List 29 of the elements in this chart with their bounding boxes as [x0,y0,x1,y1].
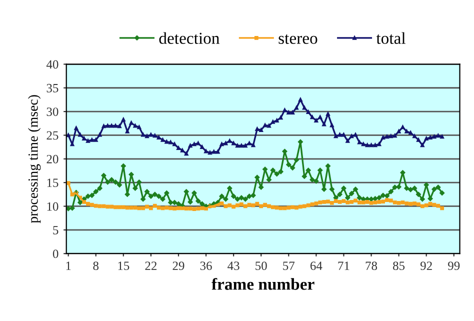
x-tick-label: 71 [338,262,350,270]
y-tick-label: 35 [46,84,58,92]
x-tick-label: 29 [172,262,184,270]
legend-label: stereo [278,34,318,44]
y-tick-label: 25 [46,131,58,140]
y-tick-label: 0 [52,250,58,258]
x-tick-label: 22 [145,262,157,270]
x-tick-label: 57 [283,262,295,270]
legend-label: detection [159,32,220,44]
x-tick-label: 92 [420,262,432,270]
x-tick-label: 43 [228,262,240,270]
y-tick-label: 30 [46,108,58,116]
x-tick-label: 64 [310,262,322,270]
x-tick-label: 78 [366,262,378,270]
x-tick-label: 8 [93,262,99,270]
x-tick-label: 1 [66,262,71,270]
legend-label: total [376,32,406,44]
y-tick-label: 5 [53,226,58,234]
x-tick-label: 15 [118,262,130,270]
y-tick-label: 15 [47,178,58,188]
y-axis-title: processing time (msec) [28,95,41,224]
x-tick-label: 99 [448,262,460,270]
y-tick-label: 40 [46,60,58,69]
y-tick-label: 20 [46,154,58,164]
x-axis-title: frame number [212,278,314,290]
x-tick-label: 50 [256,262,267,270]
x-tick-label: 85 [393,262,405,270]
y-tick-label: 10 [47,202,58,211]
x-tick-label: 36 [200,262,212,270]
